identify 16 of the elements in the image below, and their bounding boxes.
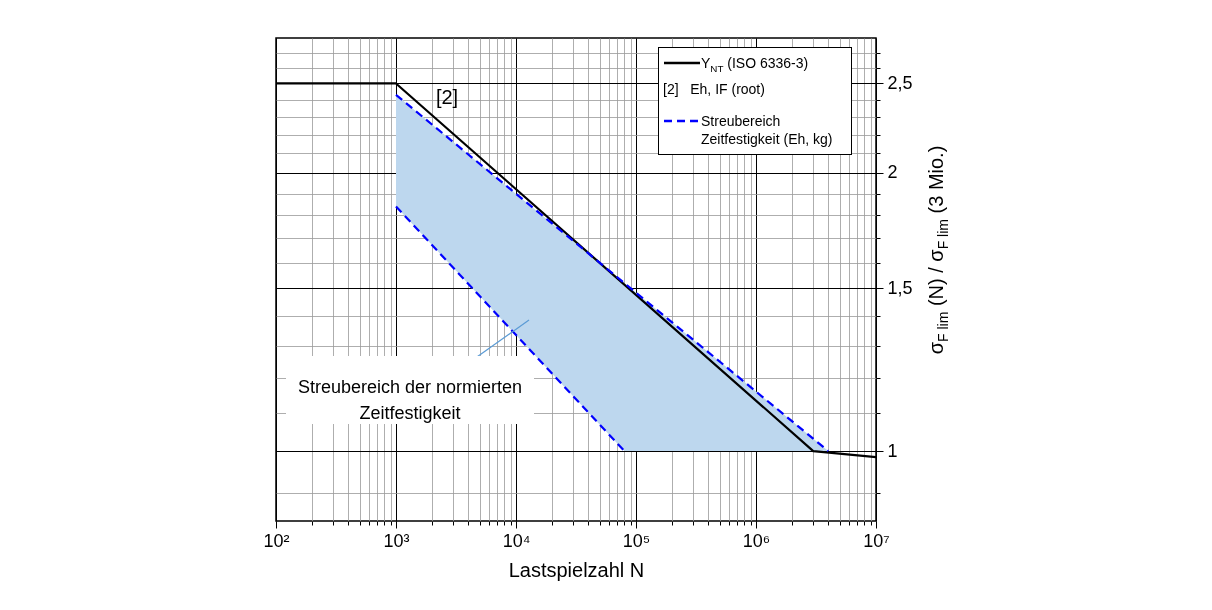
annotation: Streubereich der normierten Zeitfestigkeit bbox=[297, 377, 523, 423]
y-tick-label: 2,5 bbox=[887, 72, 913, 93]
x-tick-label: 10⁷ bbox=[863, 530, 890, 551]
x-tick-label: 10⁶ bbox=[742, 530, 771, 551]
x-tick-label: 10⁵ bbox=[622, 530, 651, 551]
legend-label: Streubereich Zeitfestigkeit (Eh, kg) bbox=[701, 111, 834, 148]
legend-label: Y$_{NT}$ (ISO 6336-3) bbox=[701, 54, 809, 76]
y-tick-label: 1 bbox=[887, 440, 898, 461]
y-tick-label: 2 bbox=[887, 162, 898, 183]
x-tick-label: 10⁴ bbox=[502, 530, 531, 551]
annotation: [2] bbox=[435, 86, 459, 108]
x-tick-label: 10³ bbox=[383, 530, 410, 551]
x-tick-label: 10² bbox=[263, 530, 290, 551]
annotation: [2] Eh, IF (root) bbox=[663, 79, 765, 98]
y-tick-label: 1,5 bbox=[887, 277, 913, 298]
x-axis-title: Lastspielzahl N bbox=[508, 558, 645, 581]
